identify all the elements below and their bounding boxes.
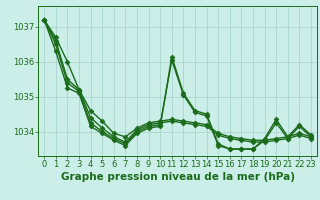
- X-axis label: Graphe pression niveau de la mer (hPa): Graphe pression niveau de la mer (hPa): [60, 172, 295, 182]
